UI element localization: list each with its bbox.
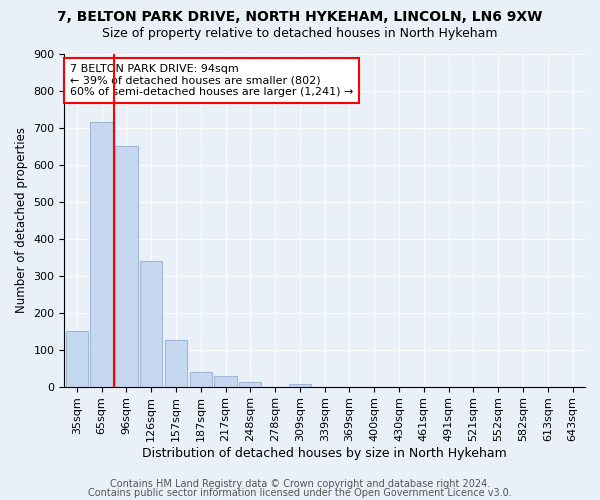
Bar [165,340,187,386]
Bar [115,146,137,386]
Bar [65,331,88,386]
Text: Contains HM Land Registry data © Crown copyright and database right 2024.: Contains HM Land Registry data © Crown c… [110,479,490,489]
Bar [190,372,212,386]
Bar [289,384,311,386]
X-axis label: Distribution of detached houses by size in North Hykeham: Distribution of detached houses by size … [142,447,507,460]
Text: 7 BELTON PARK DRIVE: 94sqm
← 39% of detached houses are smaller (802)
60% of sem: 7 BELTON PARK DRIVE: 94sqm ← 39% of deta… [70,64,353,97]
Text: 7, BELTON PARK DRIVE, NORTH HYKEHAM, LINCOLN, LN6 9XW: 7, BELTON PARK DRIVE, NORTH HYKEHAM, LIN… [58,10,542,24]
Y-axis label: Number of detached properties: Number of detached properties [15,128,28,314]
Bar [239,382,262,386]
Bar [140,261,163,386]
Bar [214,376,236,386]
Text: Contains public sector information licensed under the Open Government Licence v3: Contains public sector information licen… [88,488,512,498]
Bar [91,122,113,386]
Text: Size of property relative to detached houses in North Hykeham: Size of property relative to detached ho… [102,28,498,40]
